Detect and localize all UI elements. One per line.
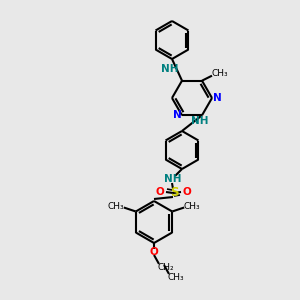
Text: NH: NH <box>191 116 209 126</box>
Text: NH: NH <box>164 174 182 184</box>
Text: CH₃: CH₃ <box>212 69 228 78</box>
Text: O: O <box>183 187 191 197</box>
Text: NH: NH <box>161 64 179 74</box>
Text: O: O <box>150 247 158 257</box>
Text: N: N <box>213 93 221 103</box>
Text: S: S <box>170 187 178 200</box>
Text: CH₃: CH₃ <box>168 274 184 283</box>
Text: CH₂: CH₂ <box>158 263 174 272</box>
Text: CH₃: CH₃ <box>107 202 124 211</box>
Text: N: N <box>172 110 182 120</box>
Text: O: O <box>156 187 164 197</box>
Text: CH₃: CH₃ <box>184 202 200 211</box>
